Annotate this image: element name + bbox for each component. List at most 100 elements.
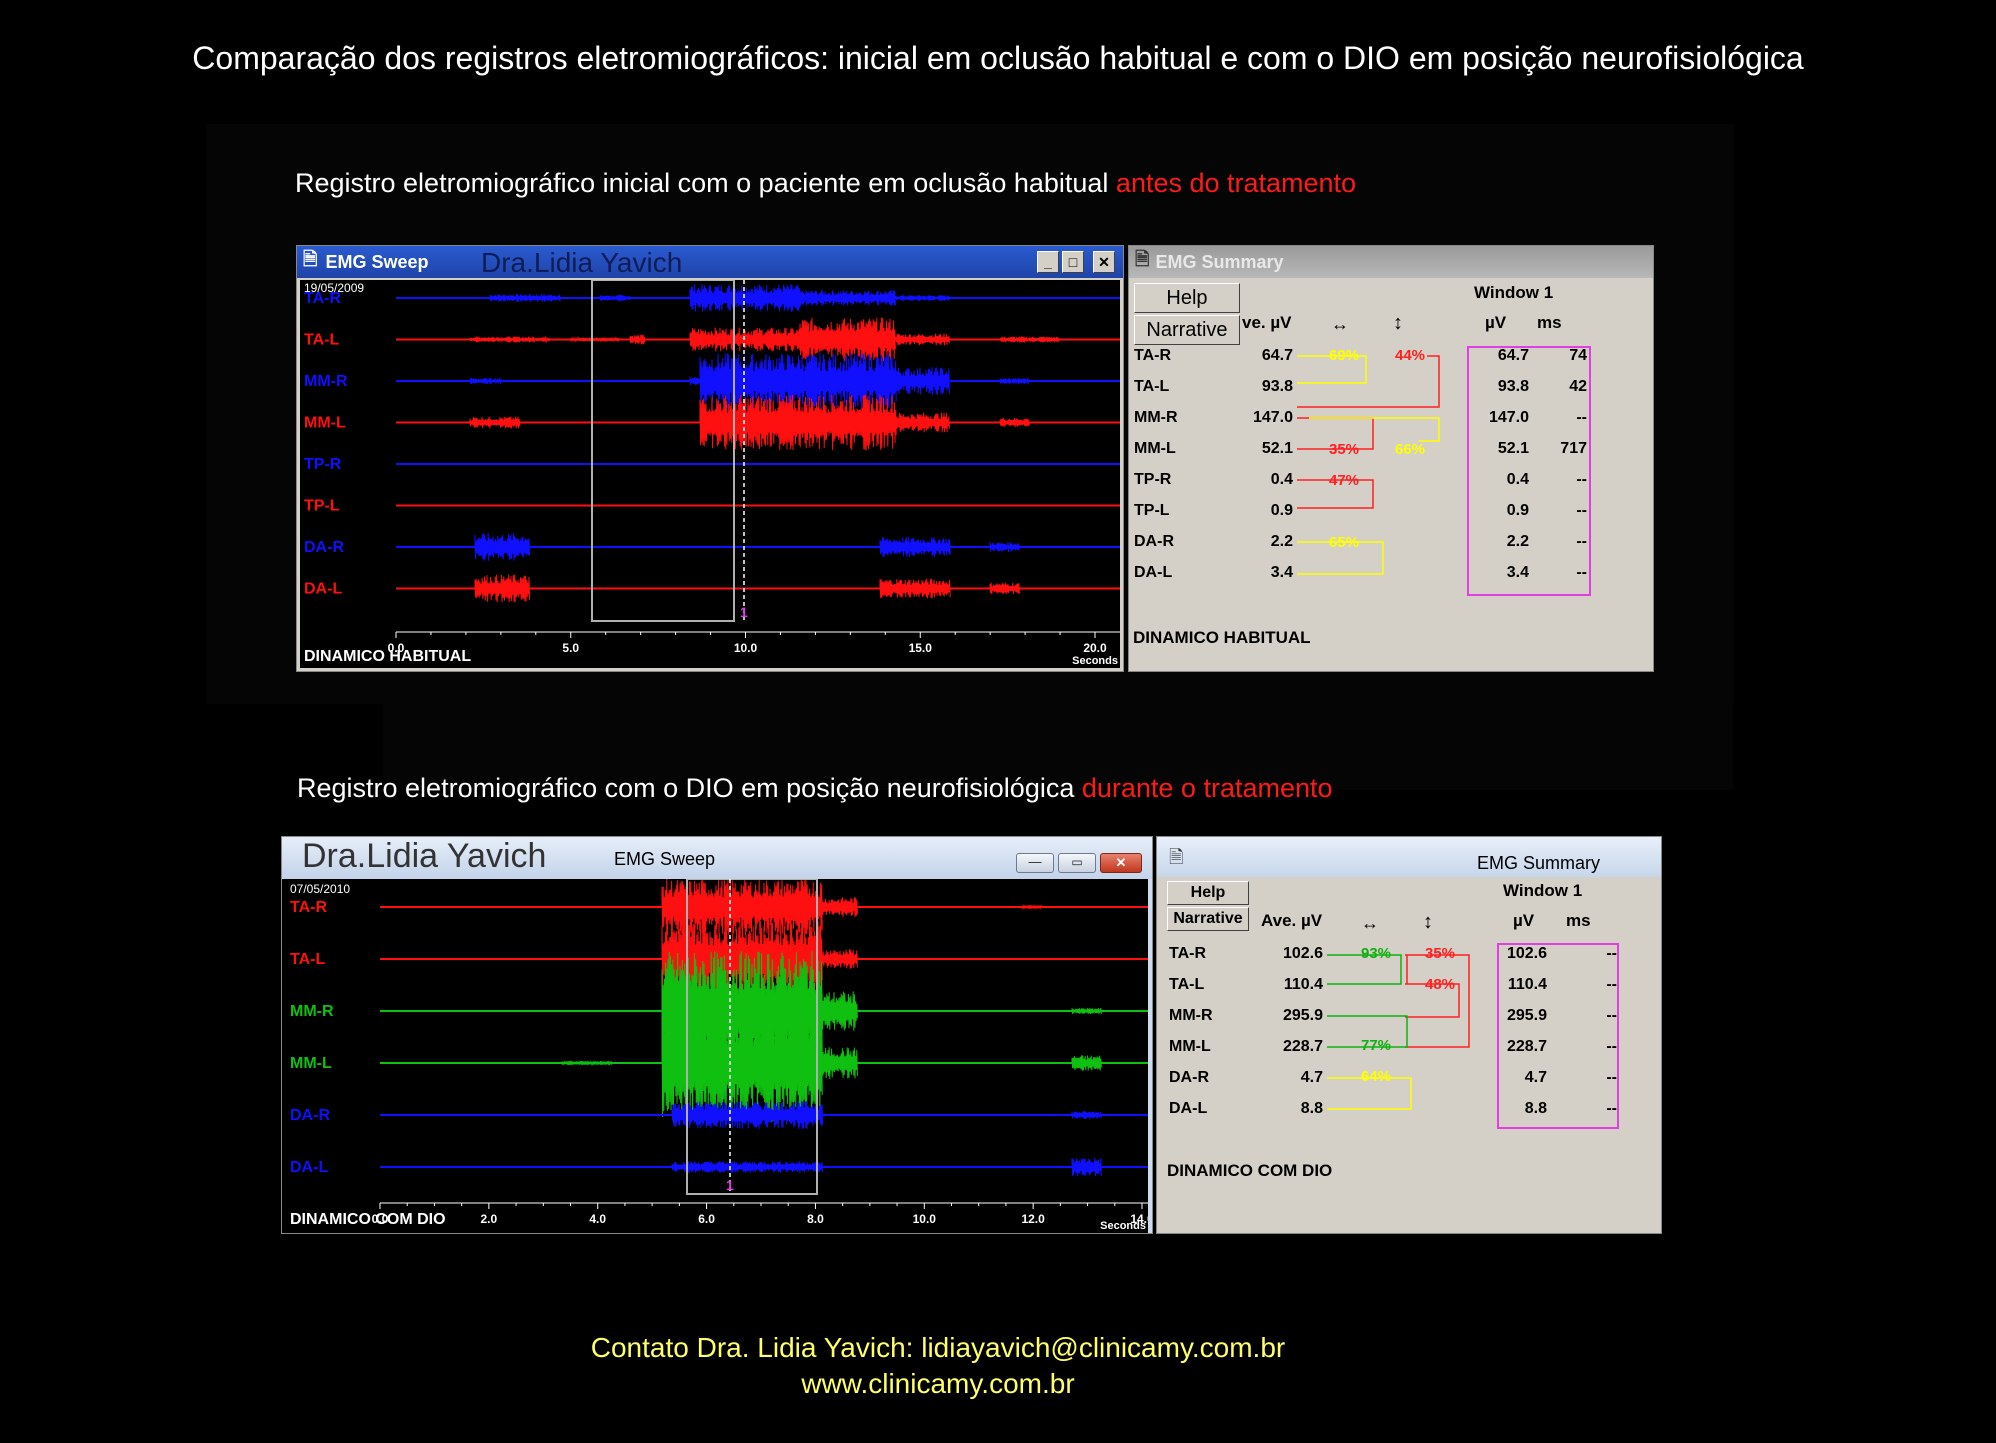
row-average-value: 93.8 <box>1261 378 1293 395</box>
ms-header: ms <box>1566 911 1591 930</box>
pct-ta-torsion: 44% <box>1395 347 1426 364</box>
row-window-ms: -- <box>1606 945 1617 962</box>
emg-burst <box>474 533 531 561</box>
vertical-arrow-icon: ↕ <box>1393 312 1403 334</box>
emg-burst <box>895 412 950 433</box>
row-window-uv: 228.7 <box>1506 1038 1547 1055</box>
emg-burst <box>1071 1055 1102 1071</box>
x-tick-label: 0.0 <box>372 1212 389 1226</box>
row-window-ms: -- <box>1576 564 1587 581</box>
row-window-ms: 74 <box>1569 347 1587 364</box>
channel-label: TA-R <box>304 290 341 307</box>
sweep-mode-label: DINAMICO COM DIO <box>290 1211 446 1228</box>
emg-burst <box>879 537 951 557</box>
section2-caption: Registro eletromiográfico com o DIO em p… <box>297 773 1333 803</box>
emg-burst <box>689 327 801 352</box>
row-channel-name: TA-R <box>1134 347 1172 364</box>
x-tick-label: 4.0 <box>589 1212 606 1226</box>
row-window-uv: 147.0 <box>1488 409 1529 426</box>
channel-label: DA-L <box>290 1159 328 1176</box>
emg-burst <box>799 317 896 362</box>
panel-background-middle <box>383 700 1733 790</box>
emg-summary-window-1: 🗎 EMG Summary Help Narrative ve. µV ↔ ↕ … <box>1128 245 1654 672</box>
emg-burst <box>474 574 531 603</box>
row-channel-name: DA-L <box>1134 564 1173 581</box>
emg-burst <box>469 336 551 343</box>
row-window-ms: -- <box>1606 1100 1617 1117</box>
emg-burst <box>599 295 632 301</box>
sweep1-titlebar[interactable]: 🗎 EMG Sweep Dra.Lidia Yavich _ □ ✕ <box>297 246 1123 278</box>
x-tick-label: 10.0 <box>913 1212 937 1226</box>
emg-burst <box>895 367 950 395</box>
row-window-ms: -- <box>1576 471 1587 488</box>
row-channel-name: DA-R <box>1134 533 1174 550</box>
row-window-uv: 102.6 <box>1506 945 1547 962</box>
row-window-uv: 52.1 <box>1497 440 1529 457</box>
row-average-value: 4.7 <box>1300 1069 1323 1086</box>
row-window-ms: -- <box>1576 502 1587 519</box>
sweep2-plot[interactable]: 07/05/2010 TA-R TA-L MM-R MM-L DA-R DA-L 0.0 2.0… <box>282 879 1148 1233</box>
channel-label: TA-R <box>290 899 327 916</box>
summary2-titlebar[interactable]: 🗎 EMG Summary <box>1157 837 1661 877</box>
channel-label: TA-L <box>290 951 325 968</box>
row-channel-name: TP-L <box>1134 502 1170 519</box>
row-window-ms: -- <box>1606 1038 1617 1055</box>
x-tick-label: 15.0 <box>909 641 933 655</box>
summary1-titlebar[interactable]: 🗎 EMG Summary <box>1129 246 1653 278</box>
analysis-window[interactable] <box>686 879 818 1195</box>
x-tick-label: 2.0 <box>481 1212 498 1226</box>
pct-da-symmetry: 65% <box>1329 534 1360 551</box>
analysis-window[interactable] <box>591 280 735 622</box>
emg-burst <box>999 417 1030 428</box>
emg-burst <box>821 949 858 969</box>
emg-burst <box>999 336 1060 343</box>
window-values-box <box>1467 346 1591 596</box>
row-average-value: 3.4 <box>1270 564 1293 581</box>
row-window-ms: -- <box>1576 409 1587 426</box>
row-average-value: 8.8 <box>1300 1100 1323 1117</box>
x-tick-label: 14.0 <box>1130 1212 1148 1226</box>
footer-website[interactable]: www.clinicamy.com.br <box>801 1368 1075 1399</box>
row-channel-name: MM-R <box>1134 409 1178 426</box>
window-values-box <box>1497 943 1619 1129</box>
narrative-button[interactable]: Narrative <box>1167 907 1249 931</box>
channel-label: MM-L <box>304 415 346 432</box>
emg-burst <box>895 295 950 301</box>
x-unit-label: Seconds <box>1072 655 1118 667</box>
emg-burst <box>1071 1111 1102 1119</box>
row-window-uv: 2.2 <box>1506 533 1529 550</box>
maximize-button[interactable]: □ <box>1062 251 1084 273</box>
help-button[interactable]: Help <box>1167 881 1249 905</box>
emg-sweep-window-1: 🗎 EMG Sweep Dra.Lidia Yavich _ □ ✕ 19/05… <box>296 245 1124 672</box>
emg-burst <box>469 416 521 429</box>
channel-label: TA-L <box>304 332 339 349</box>
emg-burst <box>689 284 801 312</box>
maximize-button[interactable]: ▭ <box>1058 853 1096 873</box>
row-channel-name: DA-L <box>1169 1100 1208 1117</box>
minimize-button[interactable]: _ <box>1037 251 1059 273</box>
emg-burst <box>895 333 950 346</box>
narrative-button[interactable]: Narrative <box>1134 315 1240 345</box>
page-title: Comparação dos registros eletromiográfic… <box>192 40 1804 76</box>
row-channel-name: DA-R <box>1169 1069 1209 1086</box>
sweep1-plot[interactable]: 19/05/2009 TA-R TA-L MM-R MM-L TP-R TP-L DA-R DA… <box>300 280 1120 668</box>
channel-label: TP-R <box>304 456 342 473</box>
emg-summary-window-2: 🗎 EMG Summary Help Narrative Ave. µV ↔ ↕… <box>1156 836 1662 1234</box>
channel-label: DA-R <box>290 1107 330 1124</box>
row-channel-name: MM-L <box>1134 440 1176 457</box>
close-button[interactable]: ✕ <box>1100 853 1142 873</box>
row-window-uv: 0.4 <box>1506 471 1529 488</box>
sweep2-titlebar[interactable]: Dra.Lidia Yavich EMG Sweep — ▭ ✕ <box>282 837 1152 879</box>
minimize-button[interactable]: — <box>1016 853 1054 873</box>
row-window-ms: 717 <box>1560 440 1587 457</box>
channel-label: DA-R <box>304 539 344 556</box>
window-header: Window 1 <box>1474 283 1554 302</box>
emg-burst <box>671 1160 824 1174</box>
close-button[interactable]: ✕ <box>1093 251 1115 273</box>
x-tick-label: 0.0 <box>388 641 405 655</box>
help-button[interactable]: Help <box>1134 283 1240 313</box>
row-average-value: 64.7 <box>1261 347 1293 364</box>
section1-caption: Registro eletromiográfico inicial com o … <box>295 168 1357 198</box>
row-window-uv: 8.8 <box>1524 1100 1547 1117</box>
row-average-value: 0.9 <box>1270 502 1293 519</box>
